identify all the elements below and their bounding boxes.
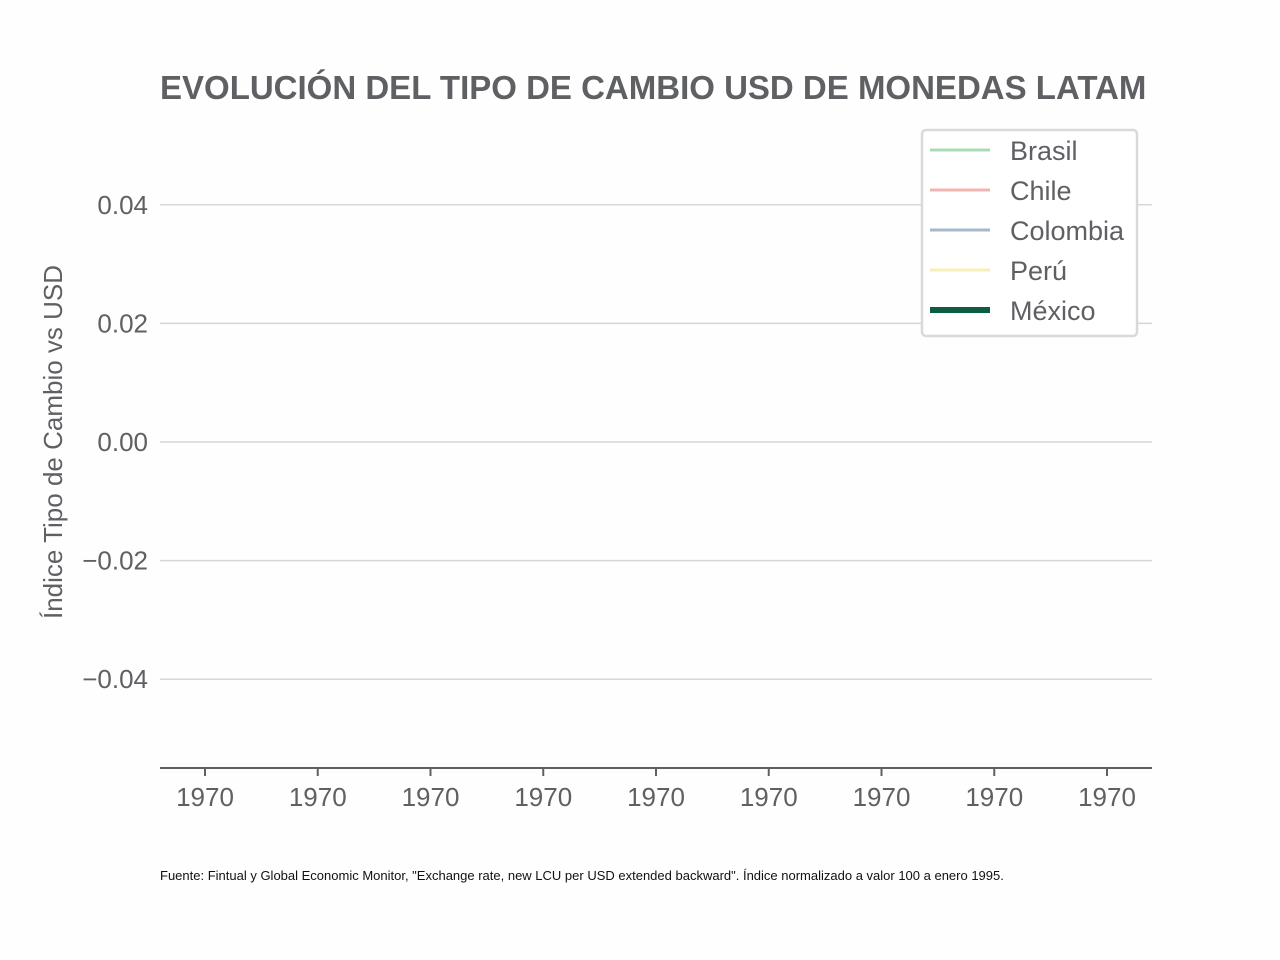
- y-axis-ticks: 0.04 0.02 0.00 −0.02 −0.04: [82, 190, 148, 694]
- x-tick-label: 1970: [627, 782, 685, 812]
- y-tick-label: −0.04: [82, 664, 148, 694]
- x-tick-label: 1970: [289, 782, 347, 812]
- legend-box: [920, 128, 1139, 338]
- legend-label: México: [1010, 296, 1096, 326]
- legend-label: Brasil: [1010, 136, 1078, 166]
- legend-item: Colombia: [930, 216, 1125, 246]
- legend-item: México: [930, 296, 1096, 326]
- x-tick-label: 1970: [514, 782, 572, 812]
- legend: Brasil Chile Colombia Perú México: [920, 128, 1139, 338]
- x-tick-label: 1970: [740, 782, 798, 812]
- legend-label: Chile: [1010, 176, 1072, 206]
- y-tick-label: −0.02: [82, 546, 148, 576]
- y-axis-label: Índice Tipo de Cambio vs USD: [38, 265, 68, 619]
- source-note: Fuente: Fintual y Global Economic Monito…: [160, 868, 1004, 883]
- x-tick-label: 1970: [965, 782, 1023, 812]
- y-tick-label: 0.00: [97, 427, 148, 457]
- x-axis: 1970 1970 1970 1970 1970 1970 1970 1970 1970: [160, 767, 1152, 812]
- legend-item: Perú: [930, 256, 1067, 286]
- legend-item: Chile: [930, 176, 1072, 206]
- x-tick-label: 1970: [853, 782, 911, 812]
- x-tick-label: 1970: [1078, 782, 1136, 812]
- y-tick-label: 0.04: [97, 190, 148, 220]
- chart-title: EVOLUCIÓN DEL TIPO DE CAMBIO USD DE MONE…: [160, 69, 1146, 106]
- legend-label: Colombia: [1010, 216, 1125, 246]
- y-tick-label: 0.02: [97, 308, 148, 338]
- legend-label: Perú: [1010, 256, 1067, 286]
- legend-item: Brasil: [930, 136, 1078, 166]
- x-tick-label: 1970: [402, 782, 460, 812]
- x-tick-label: 1970: [176, 782, 234, 812]
